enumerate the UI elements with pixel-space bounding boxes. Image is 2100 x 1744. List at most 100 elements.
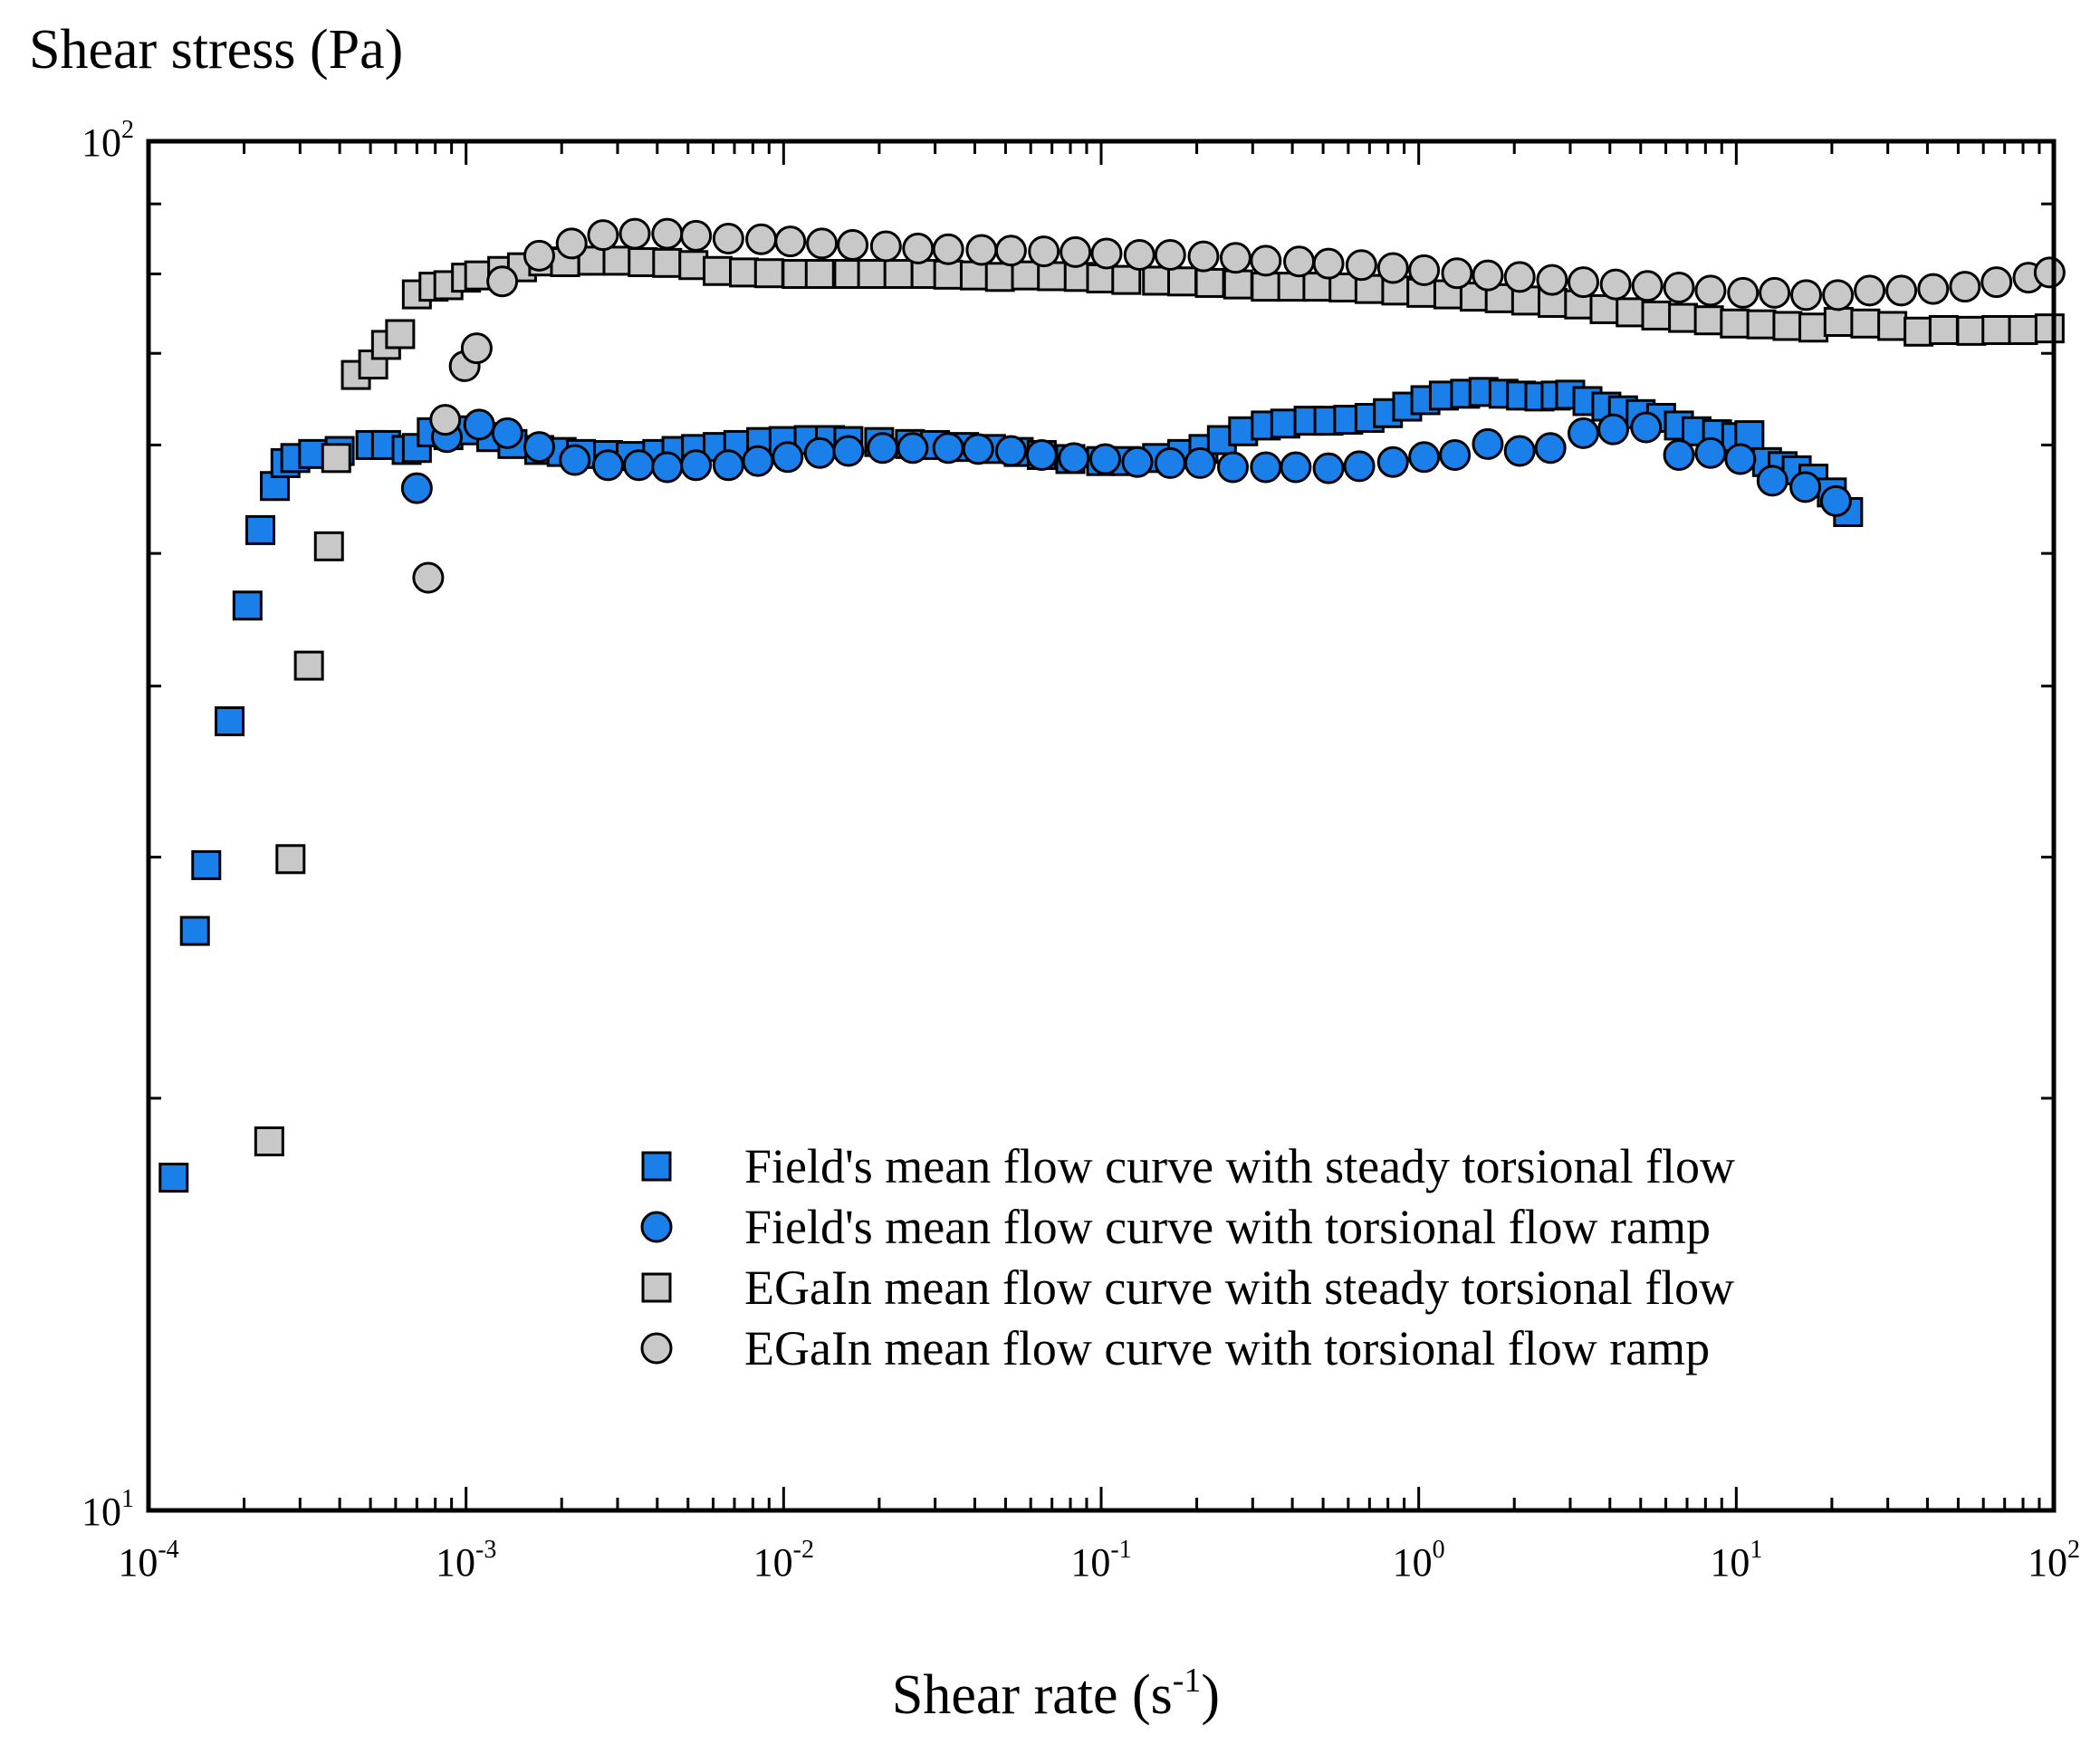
- data-point: [932, 233, 964, 265]
- data-point: [460, 332, 493, 365]
- data-point: [1408, 254, 1441, 286]
- data-point: [774, 225, 807, 258]
- data-point: [1280, 451, 1312, 484]
- data-point: [680, 449, 713, 482]
- data-point: [1597, 413, 1630, 446]
- data-point: [254, 1126, 284, 1156]
- data-point: [703, 255, 734, 286]
- data-point: [1025, 438, 1058, 471]
- data-point: [1746, 309, 1777, 340]
- data-point: [1187, 240, 1220, 273]
- data-point: [1641, 300, 1672, 331]
- legend-label: Field's mean flow curve with steady tors…: [744, 1139, 1735, 1193]
- data-point: [712, 449, 744, 482]
- data-point: [1599, 268, 1632, 301]
- data-point: [1693, 305, 1724, 336]
- data-point: [618, 217, 651, 250]
- data-point: [742, 445, 774, 477]
- data-point: [652, 247, 683, 278]
- data-point: [1217, 451, 1250, 484]
- data-point: [1121, 446, 1154, 478]
- data-point: [680, 219, 713, 252]
- data-point: [1790, 279, 1823, 311]
- data-point: [1928, 314, 1959, 345]
- data-point: [1949, 271, 1981, 303]
- data-point: [837, 228, 869, 261]
- data-point: [1503, 261, 1536, 293]
- data-point: [1567, 266, 1599, 299]
- data-point: [412, 561, 445, 594]
- data-point: [158, 1163, 189, 1193]
- y-tick-label: 101: [82, 1485, 134, 1534]
- data-point: [559, 444, 591, 476]
- data-point: [678, 250, 709, 281]
- data-point: [1798, 312, 1829, 343]
- data-point: [883, 259, 914, 290]
- data-point: [1877, 311, 1908, 341]
- x-tick-label: 102: [2028, 1536, 2080, 1585]
- data-point: [622, 449, 655, 482]
- data-point: [1850, 308, 1881, 339]
- data-point: [591, 449, 624, 482]
- data-point: [1250, 451, 1282, 484]
- data-point: [385, 319, 416, 350]
- data-point: [965, 234, 998, 266]
- data-point: [1312, 247, 1345, 280]
- series-4: [412, 217, 2066, 594]
- data-point: [1903, 316, 1934, 347]
- x-axis-title-main: Shear rate (s: [892, 1664, 1173, 1726]
- data-point: [555, 227, 588, 260]
- legend-label: EGaIn mean flow curve with torsional flo…: [744, 1321, 1710, 1375]
- data-point: [1724, 443, 1757, 475]
- legend-label: EGaIn mean flow curve with steady torsio…: [744, 1260, 1734, 1315]
- data-point: [1981, 314, 2012, 345]
- data-point: [857, 259, 887, 290]
- legend-marker: [641, 1272, 672, 1303]
- series-2: [400, 408, 1852, 517]
- data-point: [932, 432, 964, 465]
- data-point: [962, 433, 994, 465]
- data-point: [984, 262, 1015, 292]
- data-point: [1060, 235, 1092, 268]
- data-point: [1694, 274, 1727, 307]
- data-point: [321, 443, 351, 474]
- data-point: [1154, 239, 1186, 272]
- data-point: [245, 514, 275, 545]
- data-point: [994, 235, 1027, 267]
- x-tick-label: 101: [1710, 1536, 1762, 1585]
- data-point: [1058, 442, 1090, 474]
- data-point: [1223, 269, 1253, 300]
- data-point: [1789, 471, 1822, 503]
- x-axis-title: Shear rate (s-1): [892, 1662, 1220, 1726]
- x-tick-label: 10-2: [753, 1536, 814, 1585]
- data-point: [1250, 244, 1282, 277]
- legend-label: Field's mean flow curve with torsional f…: [744, 1200, 1711, 1254]
- data-point: [1441, 257, 1473, 290]
- data-point: [275, 844, 306, 875]
- data-point: [1154, 446, 1186, 479]
- data-point: [1694, 436, 1727, 469]
- data-point: [1759, 276, 1791, 309]
- legend-marker: [640, 1332, 673, 1365]
- data-point: [712, 222, 744, 254]
- data-point: [1756, 465, 1788, 497]
- data-point: [994, 435, 1027, 467]
- data-point: [1534, 432, 1567, 465]
- x-axis-title-close: ): [1201, 1664, 1220, 1726]
- legend-marker: [640, 1211, 673, 1243]
- data-point: [1283, 245, 1316, 278]
- data-point: [602, 245, 633, 276]
- data-point: [897, 432, 929, 465]
- data-point: [1663, 438, 1695, 471]
- data-point: [869, 230, 902, 263]
- data-point: [2033, 256, 2066, 289]
- data-point: [523, 239, 555, 272]
- y-axis-title: Shear stress (Pa): [29, 19, 403, 81]
- x-tick-label: 100: [1393, 1536, 1445, 1585]
- data-point: [1772, 311, 1803, 341]
- x-tick-label: 10-3: [436, 1536, 496, 1585]
- data-point: [293, 650, 324, 681]
- data-point: [1823, 306, 1854, 337]
- data-point: [933, 259, 964, 290]
